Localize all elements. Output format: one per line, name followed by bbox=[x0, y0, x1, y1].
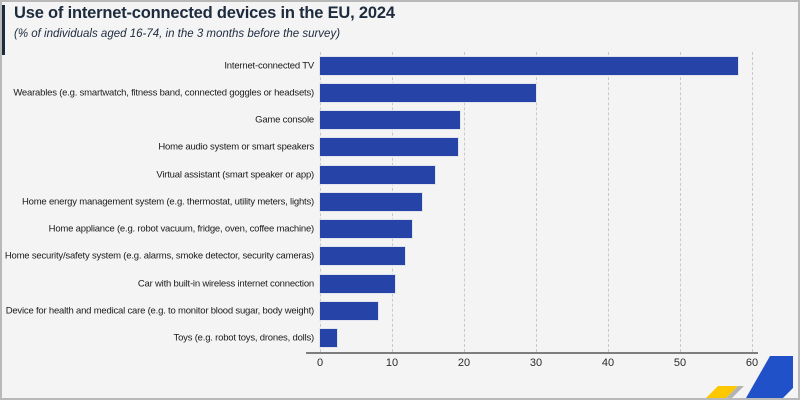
title-accent-bar bbox=[2, 5, 5, 55]
bar-row: Car with built-in wireless internet conn… bbox=[8, 270, 792, 297]
category-label: Virtual assistant (smart speaker or app) bbox=[156, 169, 314, 181]
category-label: Wearables (e.g. smartwatch, fitness band… bbox=[13, 87, 314, 99]
x-tick-label: 30 bbox=[529, 357, 543, 369]
gridline bbox=[752, 52, 753, 352]
gridline bbox=[536, 52, 537, 352]
logo-blue-stripe bbox=[746, 356, 793, 398]
bar-row: Toys (e.g. robot toys, drones, dolls) bbox=[8, 325, 792, 352]
category-label: Game console bbox=[255, 114, 314, 126]
bar-row: Virtual assistant (smart speaker or app) bbox=[8, 161, 792, 188]
bar-row: Home security/safety system (e.g. alarms… bbox=[4, 243, 792, 270]
logo-gray-stripe bbox=[726, 386, 744, 398]
category-label: Internet-connected TV bbox=[224, 60, 314, 72]
bar-row: Home appliance (e.g. robot vacuum, fridg… bbox=[8, 216, 792, 243]
x-tick-label: 50 bbox=[673, 357, 687, 369]
category-label: Car with built-in wireless internet conn… bbox=[137, 278, 314, 290]
chart-subtitle: (% of individuals aged 16-74, in the 3 m… bbox=[14, 28, 341, 40]
x-tick-label: 60 bbox=[745, 357, 759, 369]
bar-row: Device for health and medical care (e.g.… bbox=[5, 297, 792, 324]
bar bbox=[320, 111, 460, 130]
bar bbox=[320, 192, 423, 211]
gridline bbox=[680, 52, 681, 352]
bar bbox=[320, 138, 459, 157]
bar bbox=[320, 56, 738, 75]
bar bbox=[320, 220, 413, 239]
bar bbox=[320, 302, 378, 321]
category-label: Device for health and medical care (e.g.… bbox=[5, 305, 315, 317]
bar-row: Internet-connected TV bbox=[8, 52, 792, 79]
statistics-logo-icon bbox=[706, 356, 793, 398]
gridline bbox=[607, 52, 609, 352]
bar bbox=[320, 247, 405, 266]
category-label: Home security/safety system (e.g. alarms… bbox=[4, 250, 314, 262]
chart-title: Use of internet-connected devices in the… bbox=[14, 4, 395, 22]
bar bbox=[320, 83, 536, 102]
x-axis-line bbox=[306, 352, 758, 354]
bar-row: Wearables (e.g. smartwatch, fitness band… bbox=[8, 79, 792, 106]
x-tick-label: 10 bbox=[385, 357, 399, 369]
bar-row: Home energy management system (e.g. ther… bbox=[8, 188, 792, 215]
category-label: Home appliance (e.g. robot vacuum, fridg… bbox=[48, 223, 315, 235]
bar bbox=[320, 329, 337, 348]
category-label: Toys (e.g. robot toys, drones, dolls) bbox=[173, 332, 315, 344]
x-tick-label: 40 bbox=[601, 357, 615, 369]
bar bbox=[320, 165, 436, 184]
logo-yellow-stripe bbox=[706, 386, 738, 398]
bar-row: Game console bbox=[8, 107, 792, 134]
category-label: Home energy management system (e.g. ther… bbox=[21, 196, 314, 208]
category-label: Home audio system or smart speakers bbox=[158, 141, 314, 153]
x-axis: 0 10 20 30 40 50 60 bbox=[316, 357, 758, 373]
x-tick-label: 20 bbox=[457, 357, 471, 369]
bar-rows: Internet-connected TV Wearables (e.g. sm… bbox=[4, 52, 792, 352]
x-tick-label: 0 bbox=[316, 357, 324, 369]
bar-row: Home audio system or smart speakers bbox=[8, 134, 792, 161]
bar bbox=[320, 274, 395, 293]
gridline bbox=[463, 52, 465, 352]
